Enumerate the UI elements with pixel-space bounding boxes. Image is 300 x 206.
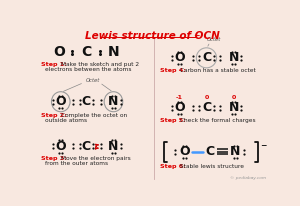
Text: Make the sketch and put 2: Make the sketch and put 2 — [59, 62, 139, 67]
FancyArrowPatch shape — [95, 146, 98, 149]
Text: −: − — [260, 141, 266, 150]
Text: outside atoms: outside atoms — [45, 118, 87, 123]
Text: O: O — [179, 145, 190, 158]
Text: © pediabay.com: © pediabay.com — [230, 176, 266, 180]
Text: N: N — [108, 95, 118, 108]
Text: N: N — [108, 46, 119, 60]
Text: Lewis structure of OCN: Lewis structure of OCN — [85, 31, 220, 41]
Text: Step 3:: Step 3: — [41, 156, 67, 161]
Text: Complete the octet on: Complete the octet on — [59, 113, 127, 118]
Text: O: O — [56, 140, 66, 153]
Text: C: C — [202, 101, 211, 114]
Text: N: N — [228, 101, 239, 114]
Text: C: C — [206, 145, 215, 158]
Text: -1: -1 — [176, 95, 183, 100]
FancyArrowPatch shape — [96, 144, 98, 147]
Text: Check the formal charges: Check the formal charges — [178, 118, 255, 123]
Text: N: N — [228, 51, 239, 64]
Text: N: N — [108, 140, 118, 153]
Text: Carbon has a stable octet: Carbon has a stable octet — [178, 68, 256, 73]
Text: Step 6:: Step 6: — [160, 164, 186, 169]
Text: O: O — [53, 46, 65, 60]
Text: C: C — [202, 51, 211, 64]
Text: Move the electron pairs: Move the electron pairs — [59, 156, 131, 161]
Text: from the outer atoms: from the outer atoms — [45, 161, 108, 166]
Text: O: O — [174, 51, 184, 64]
Text: Step 2:: Step 2: — [41, 113, 67, 118]
Text: C: C — [82, 140, 91, 153]
Text: 0: 0 — [232, 95, 236, 100]
Text: C: C — [81, 46, 92, 60]
Text: Stable lewis structure: Stable lewis structure — [178, 164, 244, 169]
Text: −: − — [193, 31, 200, 40]
Text: 0: 0 — [204, 95, 208, 100]
Text: Step 4:: Step 4: — [160, 68, 186, 73]
Text: N: N — [230, 145, 240, 158]
Text: Octet: Octet — [86, 78, 100, 83]
Text: electrons between the atoms: electrons between the atoms — [45, 67, 132, 72]
Text: O: O — [56, 95, 66, 108]
Text: C: C — [82, 95, 91, 108]
Text: Step 5:: Step 5: — [160, 118, 186, 123]
Text: Octet: Octet — [206, 37, 220, 42]
Text: Step 1:: Step 1: — [41, 62, 67, 67]
Text: O: O — [174, 101, 184, 114]
